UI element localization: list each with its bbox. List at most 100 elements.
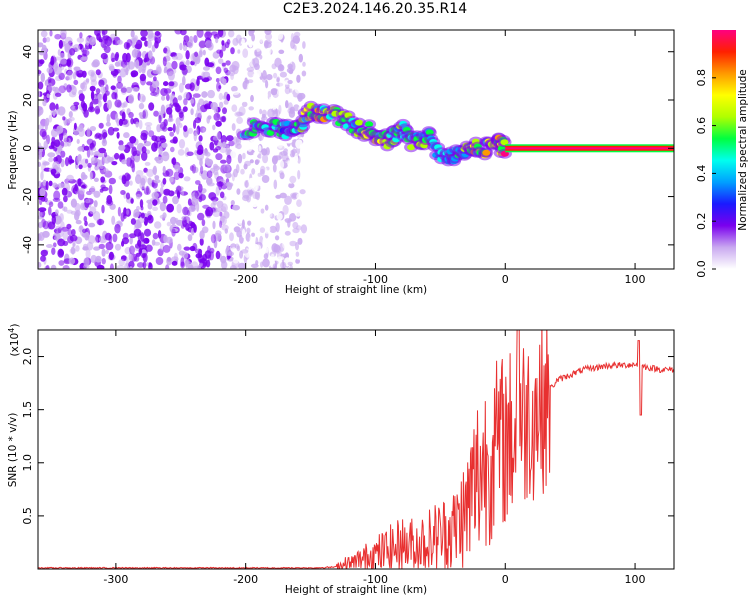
noise-speck — [183, 35, 190, 43]
noise-speck — [87, 162, 92, 168]
noise-speck — [141, 253, 146, 259]
noise-speck — [244, 169, 249, 175]
noise-speck — [168, 81, 175, 87]
noise-speck — [40, 72, 45, 83]
colorbar-tick-label: 0.4 — [695, 165, 708, 183]
noise-speck — [255, 251, 262, 257]
noise-speck — [213, 112, 221, 121]
noise-speck — [112, 72, 117, 78]
noise-speck — [146, 186, 149, 195]
noise-speck — [216, 131, 221, 141]
noise-speck — [196, 30, 204, 38]
noise-speck — [142, 110, 147, 119]
y-tick-label: 40 — [21, 45, 34, 59]
noise-speck — [291, 193, 298, 200]
noise-speck — [169, 176, 174, 183]
noise-speck — [95, 255, 102, 263]
noise-speck — [128, 252, 133, 262]
noise-speck — [132, 36, 138, 42]
noise-speck — [85, 158, 89, 164]
noise-speck — [172, 97, 178, 106]
noise-speck — [50, 264, 57, 269]
noise-speck — [185, 59, 190, 66]
noise-speck — [63, 195, 68, 203]
noise-speck — [205, 40, 213, 48]
noise-speck — [185, 50, 190, 60]
noise-speck — [228, 140, 235, 147]
noise-speck — [228, 30, 235, 38]
noise-speck — [124, 246, 132, 255]
noise-speck — [100, 176, 106, 183]
noise-speck — [101, 129, 108, 139]
noise-speck — [140, 130, 149, 137]
noise-speck — [48, 206, 52, 216]
noise-speck — [125, 192, 131, 200]
noise-speck — [177, 149, 185, 156]
noise-speck — [215, 37, 219, 44]
noise-speck — [248, 30, 254, 37]
noise-speck — [93, 177, 99, 182]
noise-speck — [154, 31, 161, 36]
noise-speck — [161, 107, 166, 115]
noise-speck — [269, 225, 277, 233]
noise-speck — [48, 157, 54, 163]
noise-speck — [282, 154, 289, 162]
noise-speck — [107, 126, 115, 136]
noise-speck — [232, 65, 239, 75]
noise-speck — [289, 240, 297, 247]
noise-speck — [114, 69, 121, 74]
noise-speck — [45, 264, 50, 269]
noise-speck — [181, 67, 188, 75]
noise-speck — [294, 163, 301, 171]
noise-speck — [126, 174, 132, 180]
noise-speck — [139, 93, 146, 103]
noise-speck — [199, 171, 203, 177]
noise-speck — [98, 218, 102, 226]
noise-speck — [138, 119, 143, 130]
noise-speck — [134, 243, 141, 249]
noise-speck — [190, 98, 195, 104]
noise-speck — [154, 175, 160, 180]
noise-speck — [218, 58, 224, 64]
noise-speck — [230, 200, 235, 206]
noise-speck — [144, 122, 153, 127]
noise-speck — [266, 212, 273, 218]
noise-speck — [169, 131, 175, 137]
noise-speck — [247, 70, 255, 78]
noise-speck — [165, 264, 170, 269]
noise-speck — [186, 209, 191, 216]
noise-speck — [137, 221, 142, 229]
noise-speck — [262, 237, 268, 247]
noise-speck — [219, 49, 224, 58]
noise-speck — [112, 233, 118, 243]
noise-speck — [206, 170, 213, 178]
noise-speck — [56, 125, 64, 134]
noise-speck — [148, 102, 155, 111]
noise-speck — [295, 139, 303, 149]
noise-speck — [246, 227, 251, 234]
noise-speck — [293, 31, 301, 38]
y-tick-label: -40 — [21, 236, 34, 254]
noise-speck — [85, 249, 91, 259]
noise-speck — [188, 211, 192, 217]
noise-speck — [138, 112, 143, 117]
noise-speck — [166, 49, 172, 57]
noise-speck — [99, 164, 104, 170]
noise-speck — [206, 177, 213, 185]
noise-speck — [233, 168, 238, 178]
noise-speck — [86, 127, 91, 138]
noise-speck — [46, 84, 52, 94]
noise-speck — [218, 101, 224, 109]
noise-speck — [255, 182, 259, 191]
noise-speck — [297, 155, 301, 164]
noise-speck — [135, 193, 141, 200]
noise-speck — [215, 153, 223, 161]
noise-speck — [135, 59, 140, 69]
noise-speck — [95, 108, 101, 114]
noise-speck — [103, 151, 108, 158]
noise-speck — [63, 206, 68, 212]
noise-speck — [287, 79, 293, 85]
noise-speck — [135, 121, 139, 128]
noise-speck — [50, 168, 57, 175]
colorbar-tick-label: 0.2 — [695, 212, 708, 230]
